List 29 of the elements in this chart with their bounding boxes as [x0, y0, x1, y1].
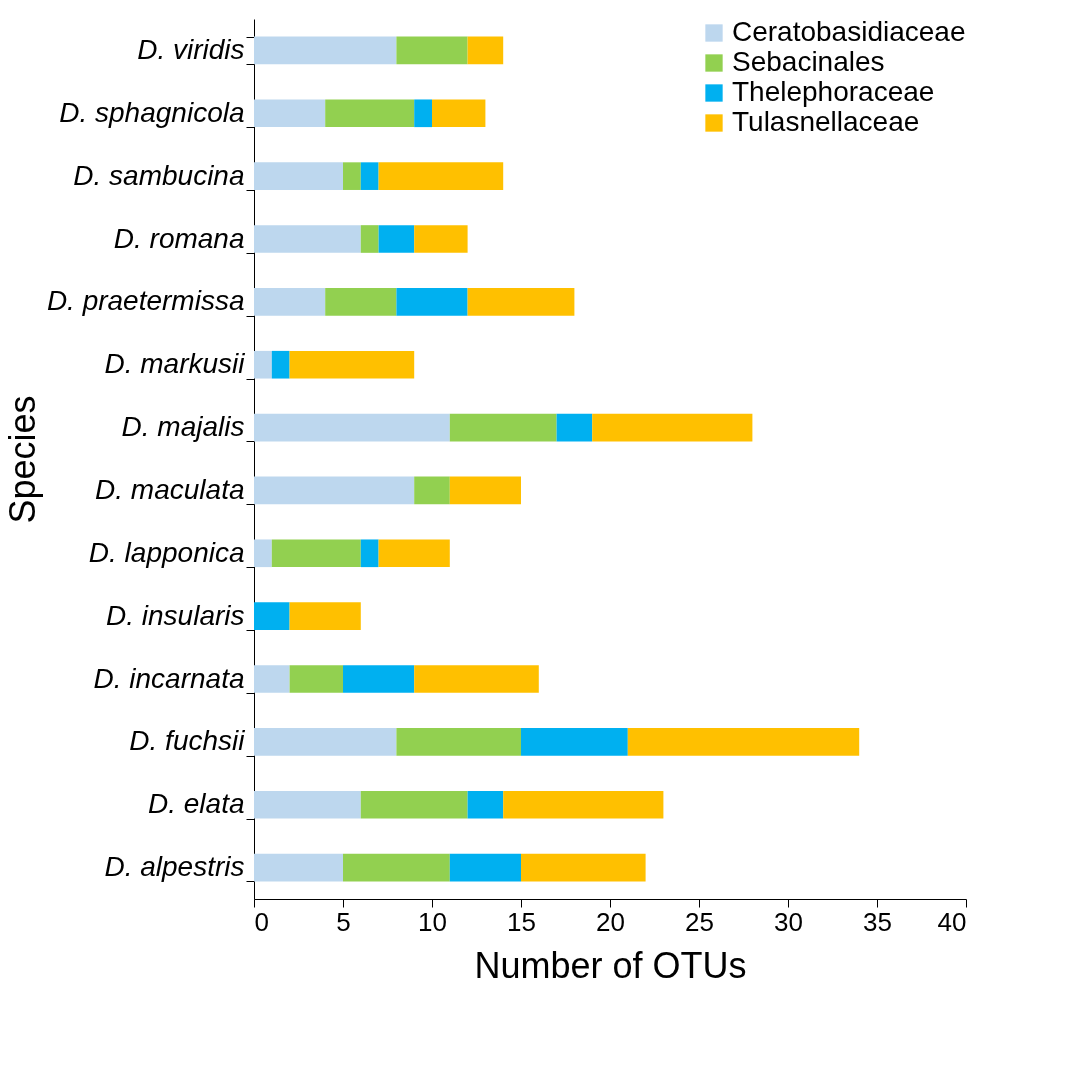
x-axis-title: Number of OTUs — [474, 944, 747, 986]
x-tick-label: 0 — [254, 906, 269, 937]
y-axis-title: Species — [1, 395, 43, 524]
x-tick-label: 35 — [863, 906, 892, 937]
legend-label: Thelephoraceae — [732, 76, 935, 107]
y-tick-label: D. incarnata — [93, 662, 245, 694]
y-tick-label: D. alpestris — [104, 851, 245, 883]
x-tick-label: 10 — [418, 906, 447, 937]
y-tick-label: D. sambucina — [73, 159, 245, 191]
y-tick-label: D. viridis — [137, 33, 245, 65]
x-tick-label: 25 — [685, 906, 714, 937]
legend-label: Tulasnellaceae — [732, 106, 920, 137]
x-tick-label: 30 — [774, 906, 803, 937]
legend-label: Ceratobasidiaceae — [732, 16, 966, 47]
y-tick-label: D. romana — [113, 222, 245, 254]
y-tick-label: D. maculata — [95, 473, 245, 505]
y-tick-label: D. elata — [148, 788, 245, 820]
x-tick-label: 15 — [507, 906, 536, 937]
y-tick-label: D. praetermissa — [46, 285, 245, 317]
y-tick-label: D. markusii — [104, 348, 246, 380]
y-tick-label: D. fuchsii — [129, 725, 246, 757]
x-tick-label: 5 — [336, 906, 351, 937]
y-tick-label: D. majalis — [121, 411, 245, 443]
y-tick-label: D. sphagnicola — [59, 96, 245, 128]
y-tick-label: D. insularis — [106, 599, 245, 631]
x-tick-label: 20 — [596, 906, 625, 937]
legend-label: Sebacinales — [732, 46, 885, 77]
x-tick-label: 40 — [937, 906, 967, 937]
y-tick-label: D. lapponica — [88, 536, 245, 568]
